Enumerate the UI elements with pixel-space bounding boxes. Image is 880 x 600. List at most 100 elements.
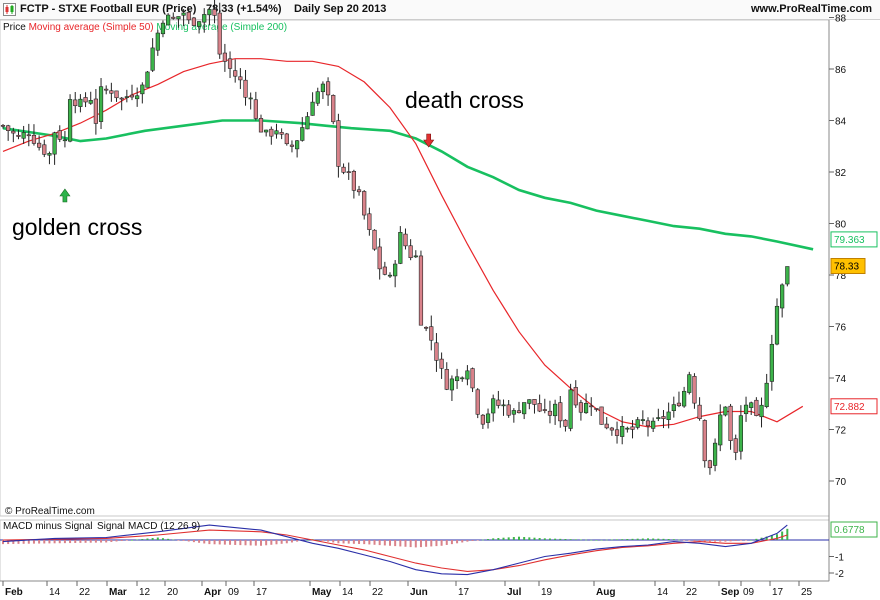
candle [346, 162, 351, 180]
candle [398, 226, 403, 265]
candle [341, 163, 346, 175]
macd-hist-bar [456, 540, 459, 544]
candle [83, 92, 88, 108]
macd-hist-bar [213, 540, 216, 545]
candle [738, 405, 743, 460]
x-tick-label: 12 [139, 587, 151, 598]
candle [109, 82, 114, 102]
macd-hist-bar [399, 540, 402, 547]
macd-hist-bar [229, 540, 232, 545]
macd-hist-bar [239, 540, 242, 546]
macd-hist-bar [481, 539, 484, 541]
candle [413, 250, 418, 258]
candle [315, 87, 320, 106]
candle [553, 399, 558, 425]
candle [62, 130, 68, 148]
macd-hist-legend: MACD minus Signal [3, 521, 92, 532]
macd-hist-bar [296, 540, 299, 542]
candle [300, 117, 305, 142]
candle [537, 394, 542, 413]
macd-hist-bar [461, 540, 464, 543]
candle [573, 380, 578, 408]
macd-hist-bar [151, 538, 154, 540]
macd-hist-bar [254, 540, 257, 546]
macd-hist-bar [337, 540, 340, 544]
candle [393, 260, 398, 288]
candle [460, 376, 465, 382]
candle [166, 13, 171, 26]
macd-hist-bar [667, 539, 670, 540]
candle [279, 128, 284, 140]
candle [666, 402, 671, 429]
candle [630, 420, 635, 439]
candle [57, 125, 62, 143]
candle [702, 419, 707, 468]
candle [248, 92, 253, 110]
candle [511, 408, 516, 423]
candle [429, 315, 434, 351]
macd-hist-bar [218, 540, 221, 545]
x-tick-label: May [312, 587, 332, 598]
candle [377, 238, 382, 280]
macd-hist-bar [120, 540, 123, 541]
macd-hist-bar [765, 536, 768, 540]
macd-hist-bar [115, 540, 118, 542]
macd-hist-bar [17, 540, 20, 544]
candle [243, 69, 248, 106]
candle [181, 9, 186, 27]
chart-frame [0, 19, 830, 582]
x-tick-label: Feb [5, 587, 23, 598]
macd-hist-bar [187, 540, 190, 542]
candle [47, 151, 52, 165]
macd-hist-bar [657, 538, 660, 540]
macd-hist-bar [27, 540, 30, 544]
macd-hist-bar [306, 540, 309, 541]
candle [522, 402, 527, 420]
macd-hist-bar [156, 537, 159, 540]
candle [217, 2, 222, 59]
macd-hist-bar [548, 538, 551, 540]
candle [372, 229, 377, 251]
candle [774, 298, 780, 346]
macd-hist-bar [404, 540, 407, 547]
macd-hist-bar [12, 540, 15, 544]
candle [258, 114, 264, 133]
candlestick-icon [3, 3, 16, 16]
macd-hist-bar [781, 531, 784, 540]
macd-hist-bar [739, 540, 742, 541]
macd-hist-bar [538, 538, 541, 540]
macd-tick-label: -2 [835, 569, 844, 580]
macd-hist-bar [53, 540, 56, 544]
macd-hist-bar [626, 539, 629, 540]
candle [454, 368, 460, 389]
site-link[interactable]: www.ProRealTime.com [750, 3, 872, 15]
x-tick-label: Mar [109, 587, 127, 598]
macd-hist-bar [559, 538, 562, 540]
candle [444, 362, 449, 391]
up-arrow-icon [59, 188, 71, 203]
candle [212, 0, 217, 24]
macd-hist-bar [234, 540, 237, 545]
candle [645, 417, 651, 437]
x-tick-label: 17 [458, 587, 470, 598]
legend-ma50: Moving average (Simple 50) [28, 22, 154, 33]
macd-hist-bar [172, 539, 175, 541]
macd-hist-bar [569, 539, 572, 540]
macd-hist-bar [719, 540, 722, 542]
macd-hist-bar [610, 539, 613, 541]
candle [104, 85, 109, 95]
y-tick-label: 84 [835, 117, 847, 128]
x-tick-label: Jun [410, 587, 428, 598]
y-tick-label: 86 [835, 65, 847, 76]
candle [578, 399, 584, 421]
candle [403, 228, 408, 250]
macd-hist-bar [631, 538, 634, 540]
annotation-label: death cross [405, 87, 524, 113]
macd-hist-bar [203, 540, 206, 544]
candle [0, 123, 6, 129]
macd-hist-bar [373, 540, 376, 545]
period-date: Daily Sep 20 2013 [294, 3, 387, 15]
x-tick-label: 09 [228, 587, 240, 598]
macd-hist-bar [476, 540, 479, 541]
death-cross-annotation: death cross [405, 87, 524, 148]
